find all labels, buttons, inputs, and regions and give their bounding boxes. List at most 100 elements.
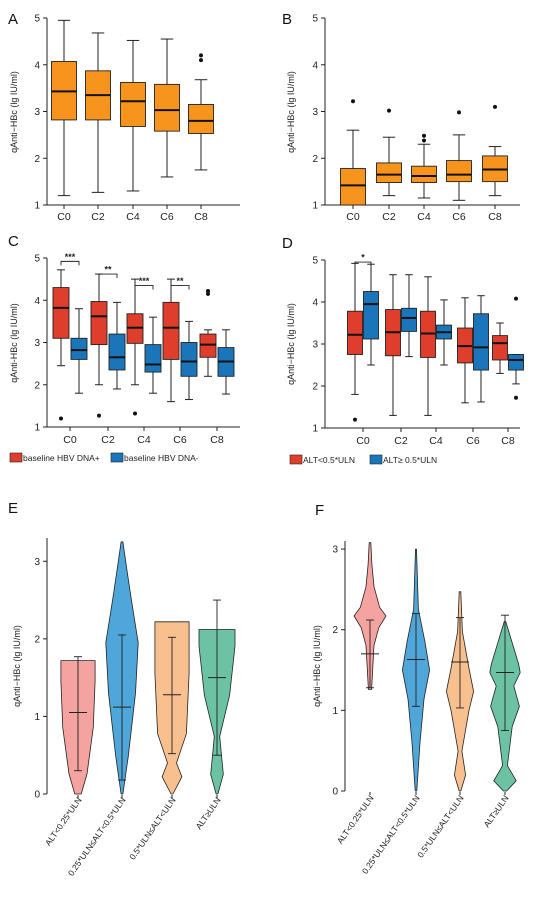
- box-iqr: [199, 333, 217, 358]
- significance-label: **: [104, 265, 112, 275]
- box-iqr: [144, 344, 162, 373]
- box-iqr: [446, 160, 472, 183]
- box-c6-series-0: [457, 297, 473, 404]
- box-c2-series-1: [401, 274, 417, 358]
- box-iqr: [401, 307, 417, 332]
- y-tick-label: 5: [312, 256, 318, 267]
- box-c8-series-1: [217, 329, 235, 395]
- legend-label: baseline HBV DNA+: [23, 453, 100, 463]
- outlier-point: [457, 110, 461, 115]
- x-tick-label: C4: [137, 434, 151, 446]
- box-iqr: [347, 310, 363, 355]
- y-axis-label: qAnti-HBc (lg IU/ml): [9, 303, 19, 383]
- y-tick-label: 3: [312, 107, 318, 118]
- y-tick-label: 3: [332, 545, 338, 556]
- violin-2: [445, 591, 475, 792]
- y-axis-label: qAnti−HBc (lg IU/ml): [286, 71, 296, 153]
- legend-swatch: [110, 452, 124, 463]
- x-tick-label: C0: [57, 211, 71, 223]
- box-c8: [188, 53, 214, 171]
- y-tick-label: 4: [34, 60, 40, 71]
- box-c0-series-1: [70, 308, 88, 394]
- significance-bracket: [60, 260, 80, 266]
- box-c8: [482, 104, 508, 197]
- significance-bracket: [134, 285, 154, 290]
- box-iqr: [188, 104, 214, 134]
- x-tick-label: C4: [429, 435, 443, 447]
- significance-bracket: [98, 273, 118, 279]
- x-tick-label: C8: [488, 211, 502, 223]
- legend-swatch: [369, 454, 383, 465]
- x-tick-label: C8: [210, 434, 224, 446]
- x-tick-label: C0: [356, 435, 370, 447]
- y-tick-label: 5: [34, 254, 40, 265]
- box-c4-series-1: [144, 316, 162, 394]
- outlier-point: [514, 395, 518, 400]
- box-c6-series-0: [162, 278, 180, 403]
- outlier-point: [353, 417, 357, 422]
- x-tick-label: C6: [466, 435, 480, 447]
- outlier-point: [351, 99, 355, 104]
- legend: ALT<0.5*ULN ALT≥ 0.5*ULN: [289, 454, 437, 465]
- box-iqr: [363, 291, 379, 340]
- y-tick-label: 3: [34, 107, 40, 118]
- violin-0: [353, 542, 387, 690]
- legend-label: ALT<0.5*ULN: [303, 455, 355, 465]
- y-tick-label: 2: [34, 154, 40, 165]
- box-iqr: [376, 162, 402, 184]
- legend-swatch: [289, 454, 303, 465]
- box-c4-series-0: [420, 276, 436, 416]
- panel-letter: C: [8, 233, 19, 250]
- panel-letter: F: [315, 502, 324, 519]
- x-tick-label: C6: [173, 434, 187, 446]
- x-tick-label: ALT<0.25*ULN: [43, 795, 84, 847]
- box-c0-series-0: [347, 262, 363, 422]
- x-tick-label: C6: [452, 211, 466, 223]
- box-iqr: [70, 337, 88, 360]
- panel-letter: E: [8, 500, 18, 517]
- x-tick-label: C2: [394, 435, 408, 447]
- outlier-point: [133, 411, 137, 416]
- y-tick-label: 1: [34, 423, 40, 434]
- outlier-point: [422, 138, 426, 143]
- significance-bracket: [354, 261, 372, 267]
- box-c4-series-1: [436, 299, 452, 366]
- y-tick-label: 1: [312, 424, 318, 435]
- box-c6: [446, 110, 472, 201]
- x-tick-label: C2: [91, 211, 105, 223]
- y-tick-label: 2: [34, 380, 40, 391]
- x-tick-label: C8: [194, 211, 208, 223]
- y-tick-label: 3: [34, 557, 40, 568]
- box-c8-series-0: [199, 288, 217, 377]
- legend: baseline HBV DNA+ baseline HBV DNA-: [9, 452, 199, 463]
- significance-label: **: [176, 276, 184, 286]
- y-tick-label: 2: [312, 382, 318, 393]
- violin-3: [198, 599, 236, 795]
- x-tick-label: ALT≥ULN: [193, 795, 222, 831]
- box-iqr: [492, 335, 508, 361]
- violin-2: [154, 621, 190, 795]
- box-iqr: [108, 333, 126, 371]
- violin-1: [401, 548, 431, 792]
- violin-3: [489, 614, 521, 792]
- panel-d: D 1 2 3 4 5 qAnti−HBc (lg IU/ml) C0 C2 C4 C6 C8 * ALT…: [282, 235, 524, 465]
- box-iqr: [154, 83, 180, 132]
- box-iqr: [340, 168, 366, 206]
- violin-body: [353, 542, 387, 690]
- outlier-point: [493, 104, 497, 109]
- box-c2-series-0: [385, 274, 401, 416]
- significance-label: ***: [139, 276, 150, 286]
- y-tick-label: 5: [312, 14, 318, 25]
- y-tick-label: 1: [34, 201, 40, 212]
- x-tick-label: C4: [126, 211, 140, 223]
- box-c6: [154, 38, 180, 178]
- panel-letter: A: [8, 11, 18, 28]
- significance-label: ***: [65, 252, 76, 262]
- box-iqr: [180, 342, 198, 377]
- legend-swatch: [9, 452, 23, 463]
- panel-a: A 1 2 3 4 5 qAnti−HBc (lg IU/ml) C0 C2 C4 C6 C8: [8, 11, 240, 223]
